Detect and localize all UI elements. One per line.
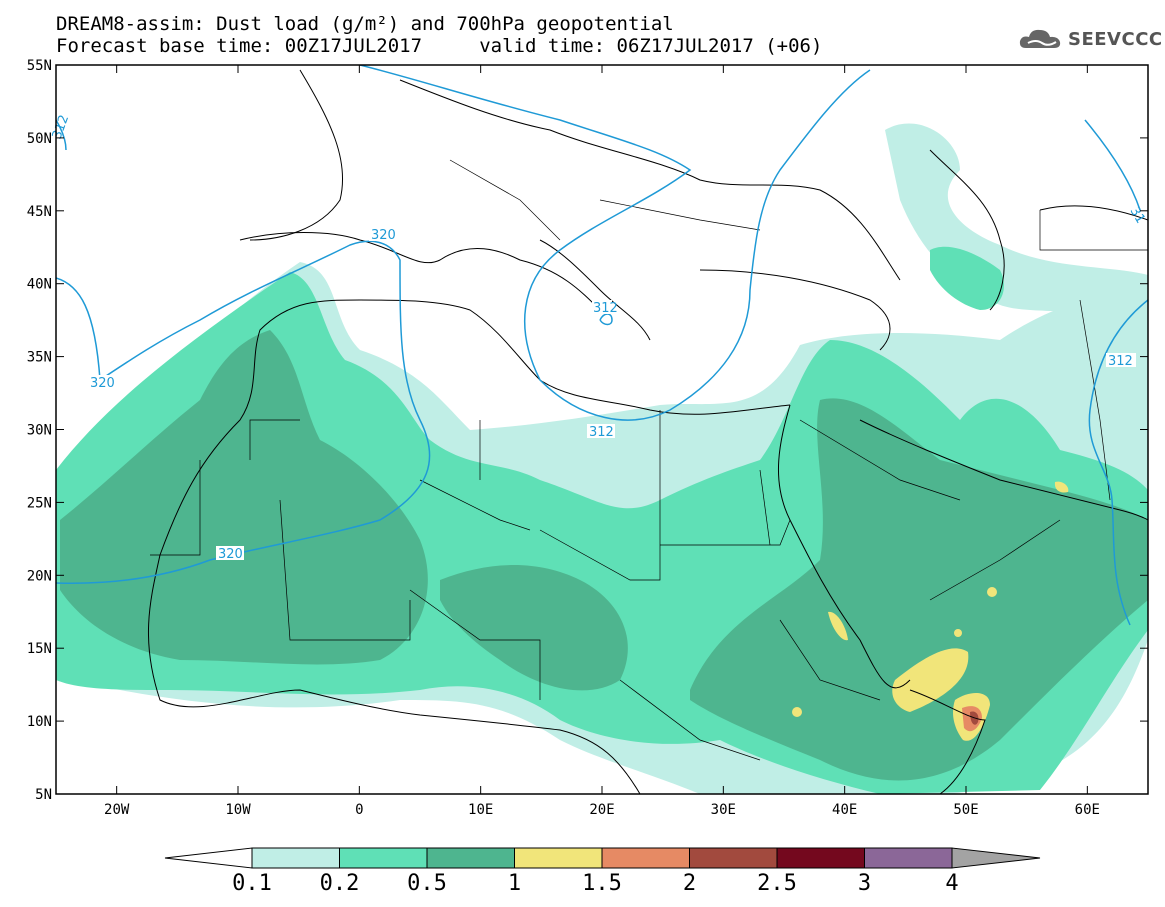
colorbar-level-label: 0.2 bbox=[320, 871, 360, 896]
lat-axis: 55N 50N 45N 40N 35N 30N 25N 20N 15N 10N 5N bbox=[27, 58, 1148, 803]
lon-axis: 20W 10W 0 10E 20E 30E 40E 50E 60E bbox=[104, 65, 1100, 818]
contour-label: 320 bbox=[371, 228, 396, 243]
colorbar-level-label: 1.5 bbox=[582, 871, 622, 896]
lon-tick-label: 20W bbox=[104, 802, 130, 818]
colorbar-level-label: 1 bbox=[508, 871, 521, 896]
dust-band-1-somalia bbox=[892, 648, 969, 712]
contour-label: 312 bbox=[593, 301, 618, 316]
dust-band-1-oman bbox=[1054, 481, 1069, 493]
lat-tick-label: 55N bbox=[27, 58, 52, 74]
colorbar-swatch bbox=[601, 847, 690, 869]
colorbar: 0.1 0.2 0.5 1 1.5 2 2.5 3 4 bbox=[164, 847, 1041, 896]
lat-tick-label: 5N bbox=[35, 787, 52, 803]
colorbar-level-label: 2 bbox=[683, 871, 696, 896]
lat-tick-label: 50N bbox=[27, 131, 52, 147]
logo-text: SEEVCCC bbox=[1068, 28, 1163, 50]
colorbar-swatch bbox=[514, 847, 603, 869]
seevccc-logo: SEEVCCC bbox=[1018, 26, 1163, 52]
dust-band-0.1-north bbox=[885, 123, 1148, 330]
colorbar-swatch bbox=[426, 847, 515, 869]
cloud-icon bbox=[1019, 29, 1061, 48]
lat-tick-label: 35N bbox=[27, 350, 52, 366]
dust-band-0.2-caspian bbox=[930, 246, 1004, 310]
colorbar-level-label: 4 bbox=[945, 871, 958, 896]
colorbar-swatch bbox=[776, 847, 865, 869]
lon-tick-label: 20E bbox=[589, 802, 614, 818]
colorbar-level-label: 0.5 bbox=[407, 871, 447, 896]
contour-label: 320 bbox=[90, 376, 115, 391]
colorbar-level-label: 3 bbox=[858, 871, 871, 896]
colorbar-swatch bbox=[864, 847, 953, 869]
dust-band-0.5-sahel bbox=[440, 565, 628, 691]
lat-tick-label: 45N bbox=[27, 204, 52, 220]
lat-tick-label: 30N bbox=[27, 423, 52, 439]
lat-tick-label: 25N bbox=[27, 495, 52, 511]
country-borders bbox=[150, 159, 1148, 761]
forecast-times: Forecast base time: 00Z17JUL2017 valid t… bbox=[56, 35, 823, 57]
colorbar-over-arrow bbox=[951, 847, 1041, 869]
lat-tick-label: 20N bbox=[27, 568, 52, 584]
lon-tick-label: 40E bbox=[832, 802, 857, 818]
colorbar-level-label: 2.5 bbox=[757, 871, 797, 896]
colorbar-swatch bbox=[251, 847, 340, 869]
lon-tick-label: 10W bbox=[225, 802, 251, 818]
dust-load-fields bbox=[56, 65, 1148, 794]
geopotential-contours bbox=[56, 65, 1148, 626]
contour-label: 312 bbox=[1108, 354, 1133, 369]
lat-tick-label: 40N bbox=[27, 277, 52, 293]
lat-tick-label: 15N bbox=[27, 641, 52, 657]
lon-tick-label: 60E bbox=[1075, 802, 1100, 818]
colorbar-swatch bbox=[689, 847, 778, 869]
colorbar-swatch bbox=[339, 847, 428, 869]
coastlines bbox=[148, 69, 1148, 794]
dust-band-0.5-arabia bbox=[690, 398, 1148, 781]
dust-band-0.5 bbox=[60, 330, 428, 665]
lon-tick-label: 10E bbox=[468, 802, 493, 818]
contour-label: 312 bbox=[50, 113, 73, 141]
contour-label: 31 bbox=[1127, 205, 1148, 227]
map-title: DREAM8-assim: Dust load (g/m²) and 700hP… bbox=[56, 13, 674, 35]
contour-label: 320 bbox=[218, 547, 243, 562]
colorbar-under-arrow bbox=[164, 847, 253, 869]
lat-tick-label: 10N bbox=[27, 714, 52, 730]
lon-tick-label: 0 bbox=[355, 802, 363, 818]
lon-tick-label: 30E bbox=[711, 802, 736, 818]
lon-tick-label: 50E bbox=[953, 802, 978, 818]
contour-label: 312 bbox=[589, 425, 614, 440]
dust-band-1-redsea bbox=[828, 611, 848, 641]
colorbar-level-label: 0.1 bbox=[232, 871, 272, 896]
